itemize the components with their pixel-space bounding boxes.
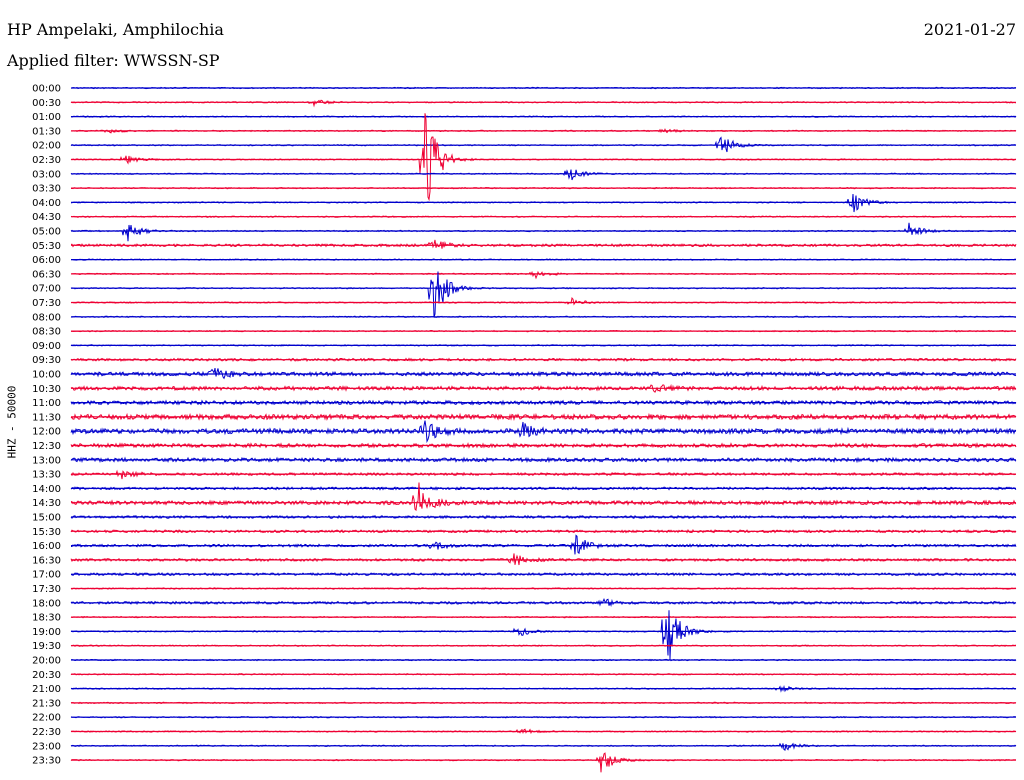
trace-line bbox=[70, 193, 1017, 213]
row-label: 17:00 bbox=[32, 570, 61, 581]
row-label: 16:00 bbox=[32, 541, 61, 552]
row-label: 19:30 bbox=[32, 641, 61, 652]
row-label: 09:30 bbox=[32, 355, 61, 366]
row-label: 08:00 bbox=[32, 312, 61, 323]
row-label: 08:30 bbox=[32, 327, 61, 338]
row-label: 14:30 bbox=[32, 498, 61, 509]
trace-line bbox=[70, 169, 1017, 181]
row-label: 12:30 bbox=[32, 441, 61, 452]
row-label: 03:30 bbox=[32, 184, 61, 195]
row-label: 20:30 bbox=[32, 670, 61, 681]
row-label: 19:00 bbox=[32, 627, 61, 638]
trace-line bbox=[70, 469, 1017, 480]
row-label: 14:00 bbox=[32, 484, 61, 495]
row-label: 11:00 bbox=[32, 398, 61, 409]
trace-line bbox=[70, 752, 1017, 773]
row-label: 05:00 bbox=[32, 227, 61, 238]
trace-line bbox=[70, 113, 1017, 202]
filter-label: Applied filter: WWSSN-SP bbox=[7, 51, 220, 70]
row-label: 21:30 bbox=[32, 698, 61, 709]
row-label: 05:30 bbox=[32, 241, 61, 252]
trace-line bbox=[70, 367, 1017, 380]
row-label: 01:30 bbox=[32, 126, 61, 137]
row-label: 09:00 bbox=[32, 341, 61, 352]
row-label: 06:30 bbox=[32, 269, 61, 280]
row-label: 04:30 bbox=[32, 212, 61, 223]
row-label: 07:00 bbox=[32, 284, 61, 295]
row-label: 23:00 bbox=[32, 741, 61, 752]
row-label: 13:30 bbox=[32, 470, 61, 481]
row-label: 11:30 bbox=[32, 412, 61, 423]
trace-line bbox=[70, 742, 1017, 751]
trace-line bbox=[70, 482, 1017, 512]
row-label: 03:00 bbox=[32, 169, 61, 180]
trace-line bbox=[70, 271, 1017, 318]
row-label: 15:30 bbox=[32, 527, 61, 538]
row-label: 18:00 bbox=[32, 598, 61, 609]
row-label: 17:30 bbox=[32, 584, 61, 595]
row-label: 13:00 bbox=[32, 455, 61, 466]
row-label: 07:30 bbox=[32, 298, 61, 309]
date-label: 2021-01-27 bbox=[923, 20, 1016, 39]
row-label: 20:00 bbox=[32, 656, 61, 667]
row-label: 18:30 bbox=[32, 613, 61, 624]
row-label: 21:00 bbox=[32, 684, 61, 695]
row-label: 04:00 bbox=[32, 198, 61, 209]
row-label: 23:30 bbox=[32, 756, 61, 767]
row-label: 00:00 bbox=[32, 84, 61, 95]
row-label: 01:00 bbox=[32, 112, 61, 123]
trace-line bbox=[70, 222, 1017, 242]
row-label: 06:00 bbox=[32, 255, 61, 266]
row-label: 15:00 bbox=[32, 513, 61, 524]
row-label: 22:30 bbox=[32, 727, 61, 738]
trace-line bbox=[70, 239, 1017, 249]
row-label: 12:00 bbox=[32, 427, 61, 438]
row-label: 10:30 bbox=[32, 384, 61, 395]
row-label: 00:30 bbox=[32, 98, 61, 109]
row-label: 22:00 bbox=[32, 713, 61, 724]
row-label: 02:30 bbox=[32, 155, 61, 166]
row-label: 16:30 bbox=[32, 555, 61, 566]
trace-line bbox=[71, 534, 1017, 555]
trace-line bbox=[70, 553, 1017, 566]
trace-line bbox=[70, 297, 1017, 306]
row-label: 10:00 bbox=[32, 370, 61, 381]
trace-line bbox=[70, 270, 1017, 280]
row-label: 02:00 bbox=[32, 141, 61, 152]
station-title: HP Ampelaki, Amphilochia bbox=[7, 20, 224, 39]
